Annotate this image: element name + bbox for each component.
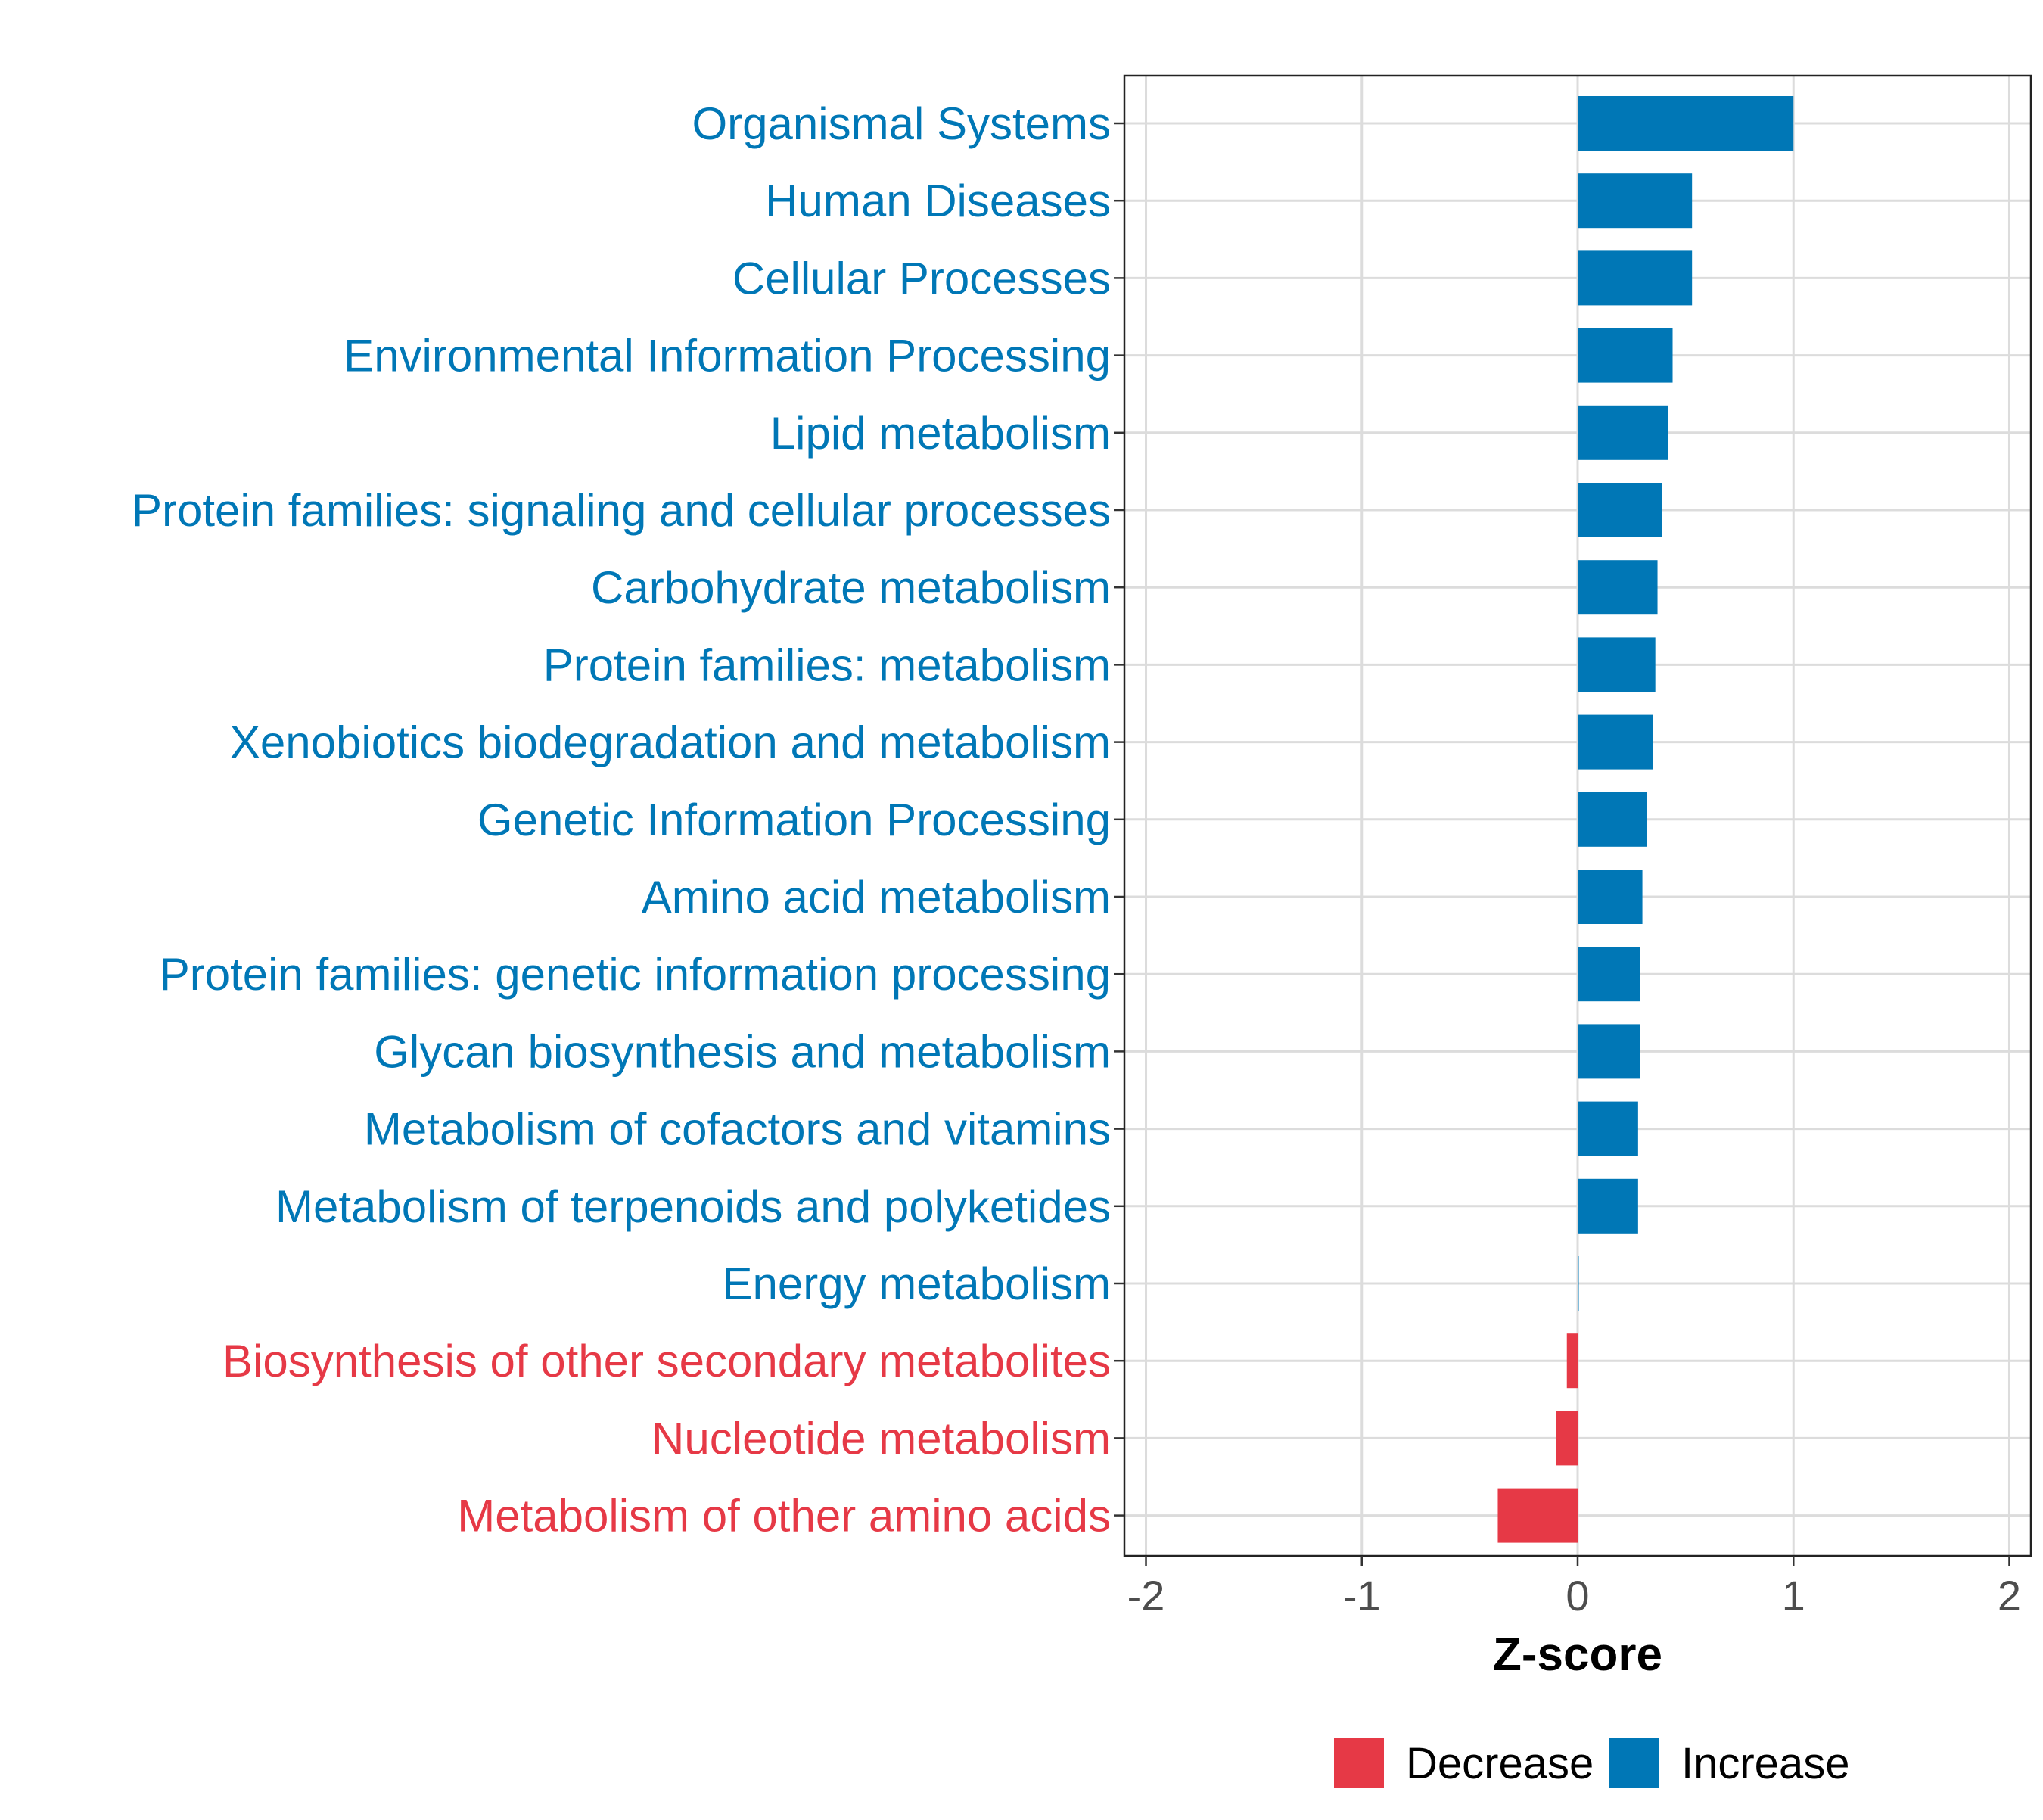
x-axis-tick-labels: -2 -1 0 1 2 [1127, 1572, 2021, 1619]
category-label: Organismal Systems [692, 98, 1111, 149]
legend: Decrease Increase [1334, 1738, 1849, 1788]
category-label: Amino acid metabolism [642, 872, 1111, 922]
bar-lipid-metabolism [1578, 405, 1668, 460]
bars [1497, 96, 1794, 1543]
category-label: Cellular Processes [732, 253, 1111, 303]
y-axis-ticks [1114, 122, 1124, 1517]
bar-metabolism-of-cofactors-and-vitamins [1578, 1101, 1638, 1156]
y-axis-category-labels: Organismal Systems Human Diseases Cellular… [132, 98, 1111, 1542]
category-label: Metabolism of terpenoids and polyketides [275, 1181, 1111, 1232]
category-label: Environmental Information Processing [344, 331, 1111, 381]
legend-swatch-decrease [1334, 1738, 1384, 1788]
bar-human-diseases [1578, 173, 1693, 229]
bar-protein-families-metabolism [1578, 637, 1656, 692]
bar-energy-metabolism [1578, 1256, 1579, 1311]
bar-amino-acid-metabolism [1578, 870, 1643, 924]
category-label: Protein families: metabolism [543, 639, 1111, 690]
legend-label-decrease: Decrease [1406, 1739, 1594, 1788]
bar-environmental-information-processing [1578, 328, 1673, 383]
category-label: Glycan biosynthesis and metabolism [374, 1026, 1111, 1077]
x-tick-label: -2 [1127, 1572, 1165, 1619]
category-label: Metabolism of cofactors and vitamins [364, 1104, 1111, 1155]
category-label: Biosynthesis of other secondary metaboli… [222, 1336, 1111, 1386]
x-tick-label: 0 [1566, 1572, 1589, 1619]
bar-glycan-biosynthesis-and-metabolism [1578, 1024, 1640, 1079]
bar-protein-families-signaling-and-cellular-processes [1578, 483, 1662, 537]
category-label: Human Diseases [765, 176, 1111, 226]
category-label: Protein families: signaling and cellular… [132, 485, 1111, 536]
bar-biosynthesis-of-other-secondary-metabolites [1566, 1333, 1578, 1389]
x-axis-title: Z-score [1493, 1629, 1662, 1681]
legend-label-increase: Increase [1681, 1739, 1849, 1788]
x-axis-ticks [1145, 1556, 2010, 1566]
x-tick-label: 1 [1782, 1572, 1805, 1619]
category-label: Protein families: genetic information pr… [160, 949, 1111, 1000]
legend-swatch-increase [1609, 1738, 1659, 1788]
category-label: Energy metabolism [722, 1258, 1111, 1309]
category-label: Lipid metabolism [770, 408, 1111, 459]
bar-organismal-systems [1578, 96, 1794, 151]
bar-genetic-information-processing [1578, 792, 1647, 847]
bar-xenobiotics-biodegradation-and-metabolism [1578, 714, 1653, 770]
category-label: Nucleotide metabolism [651, 1413, 1111, 1464]
bar-cellular-processes [1578, 250, 1693, 306]
x-tick-label: -1 [1343, 1572, 1381, 1619]
category-label: Genetic Information Processing [477, 795, 1111, 845]
bar-metabolism-of-other-amino-acids [1497, 1488, 1578, 1543]
bar-protein-families-genetic-information-processing [1578, 947, 1640, 1002]
x-tick-label: 2 [1998, 1572, 2021, 1619]
category-label: Carbohydrate metabolism [591, 562, 1111, 613]
category-label: Metabolism of other amino acids [457, 1491, 1111, 1542]
bar-metabolism-of-terpenoids-and-polyketides [1578, 1178, 1638, 1234]
bar-carbohydrate-metabolism [1578, 560, 1658, 615]
bar-nucleotide-metabolism [1556, 1411, 1578, 1466]
category-label: Xenobiotics biodegradation and metabolis… [230, 717, 1111, 768]
